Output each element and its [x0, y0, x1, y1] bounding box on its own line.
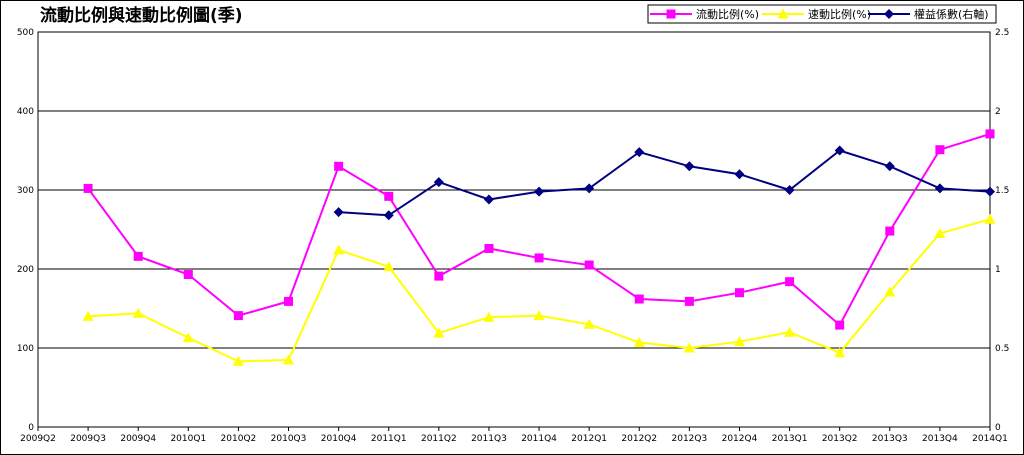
x-tick-label: 2012Q4: [722, 434, 758, 444]
data-point-2: [534, 186, 545, 197]
data-point-1: [533, 310, 545, 321]
x-tick-label: 2014Q1: [972, 434, 1008, 444]
data-point-0: [384, 191, 394, 201]
data-point-2: [834, 145, 845, 156]
legend-swatch-marker: [777, 8, 789, 19]
data-point-1: [82, 310, 94, 321]
data-point-0: [684, 296, 694, 306]
x-tick-label: 2010Q3: [271, 434, 307, 444]
data-point-2: [734, 169, 745, 180]
data-point-0: [233, 311, 243, 321]
data-point-1: [984, 213, 996, 224]
y-tick-label: 200: [17, 265, 34, 275]
data-point-1: [884, 286, 896, 297]
data-point-0: [985, 129, 995, 139]
data-point-2: [483, 194, 494, 205]
y2-tick-label: 2.5: [995, 28, 1009, 38]
data-point-1: [433, 327, 445, 338]
x-tick-label: 2013Q2: [822, 434, 858, 444]
legend-swatch-marker: [884, 9, 894, 19]
data-point-1: [483, 311, 495, 322]
data-point-1: [383, 261, 395, 272]
x-tick-label: 2012Q3: [672, 434, 708, 444]
plot-area: [37, 31, 991, 428]
data-point-1: [583, 318, 595, 329]
x-tick-label: 2011Q3: [471, 434, 507, 444]
y-tick-label: 300: [17, 186, 34, 196]
data-point-2: [584, 183, 595, 194]
legend-entry: 速動比例(%): [808, 7, 871, 21]
data-point-1: [333, 244, 345, 255]
data-point-1: [283, 354, 295, 365]
data-point-0: [434, 271, 444, 281]
data-point-0: [835, 320, 845, 330]
data-point-2: [684, 161, 695, 172]
x-tick-label: 2010Q4: [321, 434, 357, 444]
x-tick-label: 2011Q2: [421, 434, 457, 444]
x-tick-label: 2010Q1: [170, 434, 206, 444]
data-point-2: [433, 177, 444, 188]
data-point-1: [232, 355, 244, 366]
data-point-0: [584, 260, 594, 270]
data-point-2: [784, 185, 795, 195]
x-tick-label: 2011Q1: [371, 434, 407, 444]
y-tick-label: 500: [17, 28, 34, 38]
x-tick-label: 2012Q1: [571, 434, 607, 444]
data-point-1: [633, 336, 645, 347]
x-tick-label: 2013Q3: [872, 434, 908, 444]
data-point-1: [132, 307, 144, 318]
data-point-2: [985, 186, 995, 197]
data-point-0: [284, 296, 294, 306]
y2-tick-label: 1.5: [995, 186, 1009, 196]
data-point-1: [733, 336, 745, 347]
x-tick-label: 2009Q4: [120, 434, 156, 444]
data-point-0: [534, 253, 544, 263]
x-tick-label: 2010Q2: [221, 434, 257, 444]
data-point-0: [634, 294, 644, 304]
data-point-2: [634, 147, 645, 158]
chart-title: 流動比例與速動比例圖(季): [40, 5, 243, 26]
x-tick-label: 2012Q2: [621, 434, 657, 444]
data-point-0: [334, 161, 344, 171]
y-tick-label: 100: [17, 344, 34, 354]
data-point-2: [934, 183, 945, 194]
data-point-1: [683, 342, 695, 353]
x-tick-label: 2011Q4: [521, 434, 557, 444]
data-point-0: [484, 243, 494, 253]
data-point-1: [834, 347, 846, 358]
data-point-0: [133, 251, 143, 261]
data-point-2: [884, 161, 895, 172]
y2-tick-label: 0.5: [995, 344, 1009, 354]
data-point-1: [784, 326, 796, 337]
data-point-1: [182, 332, 194, 343]
data-point-0: [785, 277, 795, 287]
y-tick-label: 400: [17, 107, 34, 117]
x-tick-label: 2013Q4: [922, 434, 958, 444]
legend-entry: 流動比例(%): [696, 7, 759, 21]
data-point-1: [934, 227, 946, 238]
legend-swatch-marker: [666, 9, 676, 19]
y-tick-label: 0: [28, 423, 34, 433]
data-point-0: [734, 288, 744, 298]
data-point-0: [83, 183, 93, 193]
data-point-2: [383, 210, 394, 221]
data-point-2: [333, 207, 344, 218]
y2-tick-label: 0: [995, 423, 1001, 433]
series-line-2: [338, 149, 991, 217]
legend-entry: 權益係數(右軸): [914, 7, 989, 21]
y2-tick-label: 2: [995, 107, 1001, 117]
x-tick-label: 2009Q2: [20, 434, 56, 444]
data-point-0: [885, 226, 895, 236]
x-tick-label: 2009Q3: [70, 434, 106, 444]
data-point-0: [183, 270, 193, 280]
y2-tick-label: 1: [995, 265, 1001, 275]
data-point-0: [935, 145, 945, 155]
legend-box: [647, 4, 997, 24]
x-tick-label: 2013Q1: [772, 434, 808, 444]
